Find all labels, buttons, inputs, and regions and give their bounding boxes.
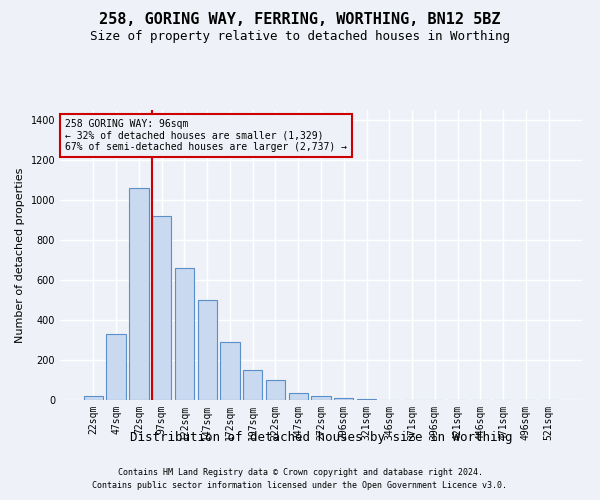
Text: 258 GORING WAY: 96sqm
← 32% of detached houses are smaller (1,329)
67% of semi-d: 258 GORING WAY: 96sqm ← 32% of detached …: [65, 118, 347, 152]
Text: 258, GORING WAY, FERRING, WORTHING, BN12 5BZ: 258, GORING WAY, FERRING, WORTHING, BN12…: [99, 12, 501, 28]
Bar: [129, 188, 149, 400]
Text: Distribution of detached houses by size in Worthing: Distribution of detached houses by size …: [130, 431, 512, 444]
Bar: [243, 370, 262, 400]
Bar: [334, 398, 353, 400]
Bar: [152, 216, 172, 400]
Bar: [357, 399, 376, 400]
Y-axis label: Number of detached properties: Number of detached properties: [15, 168, 25, 342]
Bar: [266, 380, 285, 400]
Bar: [84, 396, 103, 400]
Text: Size of property relative to detached houses in Worthing: Size of property relative to detached ho…: [90, 30, 510, 43]
Bar: [197, 300, 217, 400]
Text: Contains HM Land Registry data © Crown copyright and database right 2024.: Contains HM Land Registry data © Crown c…: [118, 468, 482, 477]
Bar: [220, 342, 239, 400]
Text: Contains public sector information licensed under the Open Government Licence v3: Contains public sector information licen…: [92, 482, 508, 490]
Bar: [106, 334, 126, 400]
Bar: [289, 393, 308, 400]
Bar: [311, 396, 331, 400]
Bar: [175, 268, 194, 400]
